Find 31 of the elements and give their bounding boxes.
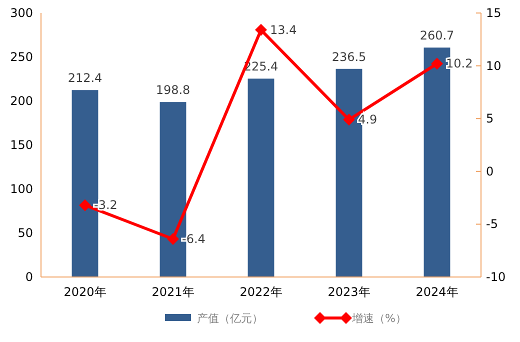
y-tick-label: 250 [10,50,33,64]
data-label: 260.7 [420,28,454,43]
point [255,24,267,36]
y-tick-label: 100 [10,182,33,196]
x-tick-label: 2020年 [64,285,106,299]
x-tick-label: 2021年 [152,285,194,299]
point [79,199,91,212]
y-tick-label: 150 [10,138,33,152]
data-label: 212.4 [68,71,102,86]
y2-tick-label: 0 [486,164,494,178]
y2-tick-label: -10 [486,270,506,284]
y-tick-label: 50 [18,226,33,240]
legend-label: 产值（亿元） [197,312,263,325]
x-tick-label: 2024年 [416,285,458,299]
x-tick-label: 2023年 [328,285,370,299]
y2-tick-label: 5 [486,112,494,126]
y-tick-label: 200 [10,94,33,108]
y2-tick-label: 15 [486,6,502,20]
data-label: 236.5 [332,50,366,64]
y2-tick-label: -5 [486,217,498,232]
x-tick-label: 2022年 [240,285,282,299]
data-label: 198.8 [156,83,190,98]
y-tick-label: 300 [10,6,33,20]
legend-label: 增速（%） [351,312,406,325]
data-label: 13.4 [270,22,297,37]
point [343,114,355,126]
point [431,58,443,70]
y-tick-label: 0 [25,270,33,284]
point [167,232,179,245]
y2-tick-label: 10 [486,58,502,73]
bar [248,78,274,277]
